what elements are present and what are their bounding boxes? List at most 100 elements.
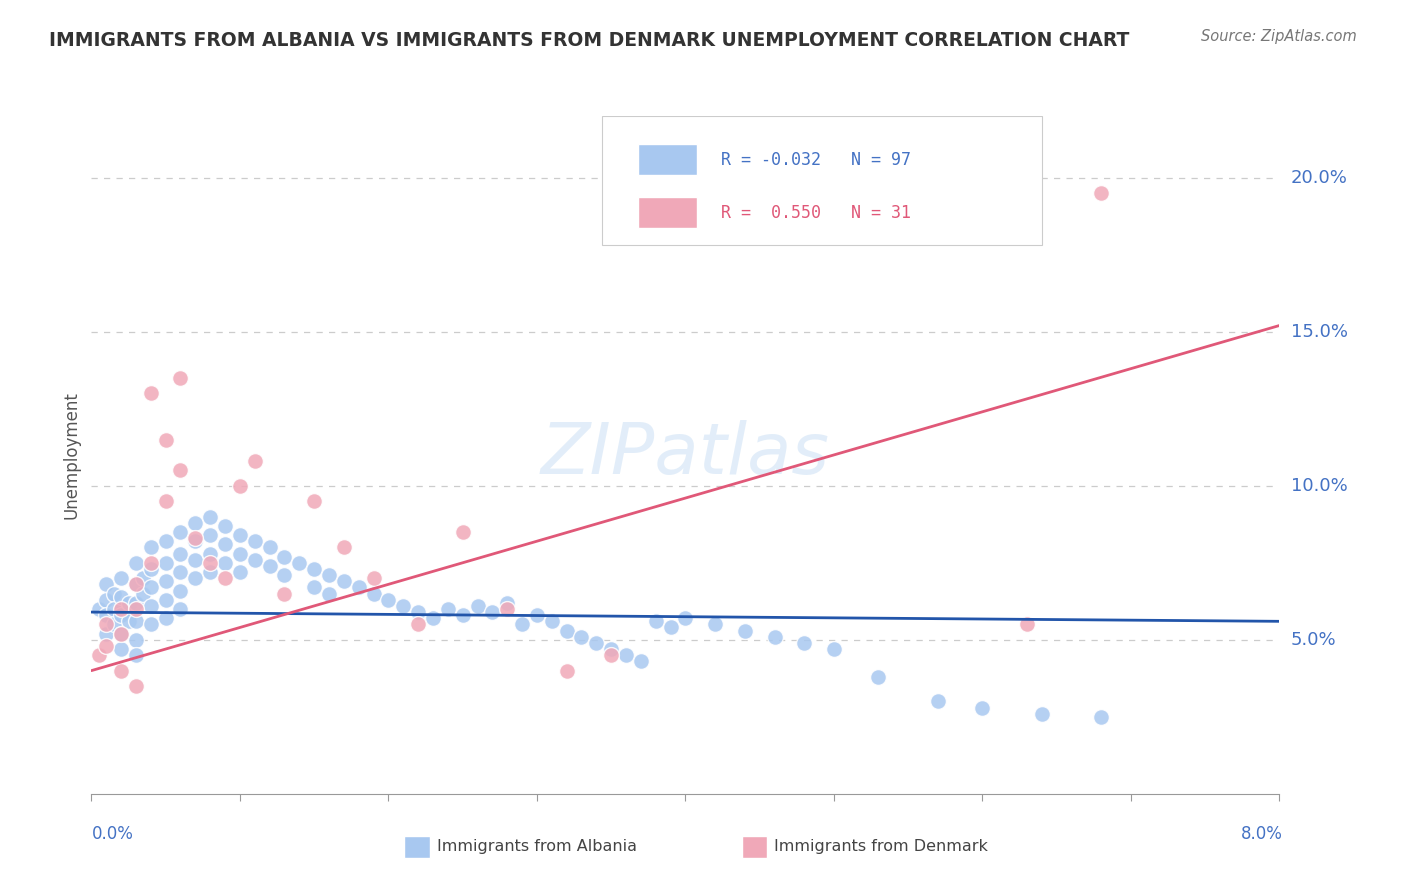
Point (139, 562, 162, 576)
Point (555, 624, 578, 638)
Point (333, 541, 356, 555)
Point (110, 608, 132, 623)
Point (110, 626, 132, 640)
Point (139, 541, 162, 555)
Point (318, 568, 340, 582)
Point (823, 642, 845, 657)
Point (763, 630, 786, 644)
Point (526, 608, 548, 623)
Point (103, 617, 125, 632)
Point (451, 524, 474, 539)
Point (125, 596, 148, 610)
Point (184, 552, 207, 566)
Point (132, 571, 155, 585)
Point (139, 581, 162, 595)
Point (673, 611, 696, 625)
Point (125, 556, 148, 570)
Point (169, 583, 191, 598)
Point (734, 624, 756, 638)
Point (259, 541, 281, 555)
Point (155, 592, 177, 607)
Point (229, 565, 252, 579)
FancyBboxPatch shape (638, 144, 697, 175)
Point (363, 586, 385, 600)
Point (155, 494, 177, 508)
Text: 0.0%: 0.0% (91, 825, 134, 843)
Point (704, 617, 727, 632)
Point (155, 534, 177, 549)
Point (125, 577, 148, 591)
Point (169, 524, 191, 539)
Point (125, 577, 148, 591)
Point (125, 679, 148, 693)
Point (110, 571, 132, 585)
Point (139, 386, 162, 401)
Point (139, 617, 162, 632)
Text: 20.0%: 20.0% (1291, 169, 1347, 186)
Point (659, 620, 682, 634)
Point (214, 537, 236, 551)
Point (243, 454, 266, 468)
Point (169, 602, 191, 616)
Point (184, 534, 207, 549)
Point (184, 531, 207, 545)
Point (125, 648, 148, 663)
Point (132, 586, 155, 600)
Point (793, 636, 815, 650)
Point (510, 617, 533, 632)
Text: R =  0.550   N = 31: R = 0.550 N = 31 (721, 203, 911, 221)
Point (117, 596, 139, 610)
Point (155, 433, 177, 447)
Text: Immigrants from Denmark: Immigrants from Denmark (773, 839, 988, 855)
Point (214, 571, 236, 585)
Point (1031, 706, 1053, 721)
Point (229, 479, 252, 493)
Point (243, 552, 266, 566)
Point (273, 549, 295, 564)
Point (110, 602, 132, 616)
Point (585, 636, 607, 650)
Point (243, 534, 266, 549)
Point (259, 558, 281, 573)
Point (96, 626, 118, 640)
Point (614, 648, 637, 663)
Text: 8.0%: 8.0% (1240, 825, 1282, 843)
Point (392, 599, 415, 613)
Point (110, 642, 132, 657)
Point (169, 547, 191, 561)
Point (125, 632, 148, 647)
Point (481, 605, 503, 619)
Point (571, 630, 593, 644)
Point (103, 586, 125, 600)
Point (347, 581, 370, 595)
Point (87, 648, 110, 663)
Point (87, 602, 110, 616)
Text: Source: ZipAtlas.com: Source: ZipAtlas.com (1201, 29, 1357, 44)
Point (200, 547, 222, 561)
Point (169, 565, 191, 579)
Point (169, 371, 191, 385)
Point (139, 599, 162, 613)
Point (1090, 710, 1112, 724)
Point (406, 617, 429, 632)
Text: Immigrants from Albania: Immigrants from Albania (436, 839, 637, 855)
Point (117, 615, 139, 629)
Point (422, 611, 444, 625)
Point (273, 568, 295, 582)
Point (273, 586, 295, 600)
Point (96, 617, 118, 632)
Point (200, 565, 222, 579)
Point (96, 577, 118, 591)
Point (496, 602, 519, 616)
Point (496, 596, 519, 610)
Point (377, 592, 399, 607)
Point (96, 608, 118, 623)
Point (288, 556, 311, 570)
Text: 15.0%: 15.0% (1291, 323, 1347, 341)
Point (184, 571, 207, 585)
Point (139, 556, 162, 570)
Point (363, 571, 385, 585)
Point (540, 615, 562, 629)
Point (155, 556, 177, 570)
Point (555, 664, 578, 678)
